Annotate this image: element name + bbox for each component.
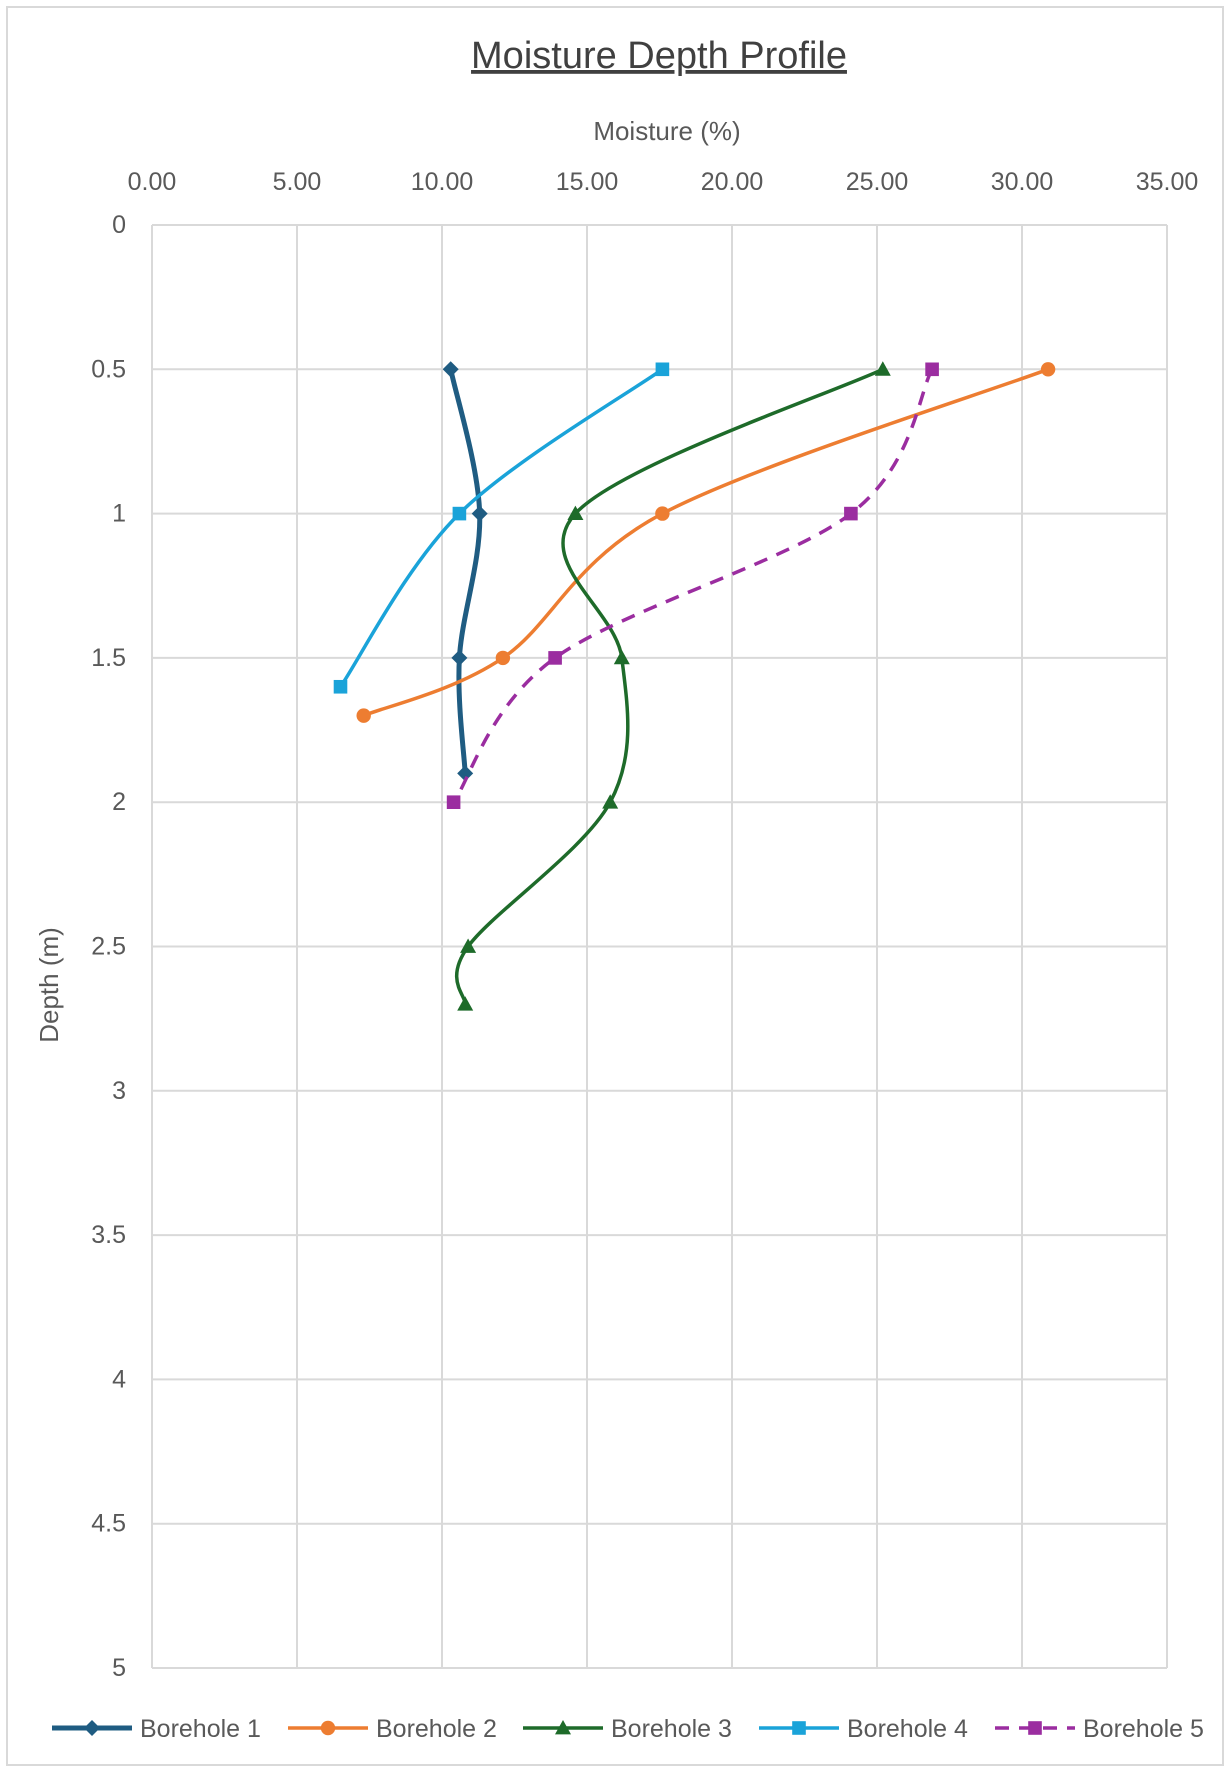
series-2 xyxy=(356,362,1056,723)
series-3 xyxy=(454,361,891,1011)
data-point xyxy=(655,506,670,521)
legend-label: Borehole 4 xyxy=(847,1715,968,1743)
x-tick-label: 25.00 xyxy=(846,168,909,196)
y-tick-label: 0 xyxy=(112,211,126,239)
x-tick-label: 35.00 xyxy=(1136,168,1199,196)
data-point xyxy=(451,649,468,666)
series-4 xyxy=(333,362,670,694)
chart-title: Moisture Depth Profile xyxy=(471,35,847,77)
series-line xyxy=(448,366,483,776)
y-tick-label: 2.5 xyxy=(91,933,126,961)
legend-item-1: Borehole 1 xyxy=(52,1715,261,1743)
x-axis-title: Moisture (%) xyxy=(593,116,740,146)
data-point xyxy=(613,649,630,665)
data-point xyxy=(457,765,474,782)
y-axis-title: Depth (m) xyxy=(34,927,64,1043)
data-point xyxy=(548,651,562,665)
legend-label: Borehole 2 xyxy=(376,1715,497,1743)
y-tick-label: 3 xyxy=(112,1077,126,1105)
y-tick-label: 0.5 xyxy=(91,355,126,383)
x-tick-label: 15.00 xyxy=(556,168,619,196)
data-point xyxy=(333,679,348,694)
y-tick-label: 2 xyxy=(112,788,126,816)
legend-label: Borehole 5 xyxy=(1083,1715,1204,1743)
x-tick-label: 0.00 xyxy=(128,168,177,196)
data-point xyxy=(567,505,584,520)
gridlines xyxy=(151,224,1168,1669)
x-tick-label: 20.00 xyxy=(701,168,764,196)
data-point xyxy=(442,361,459,378)
x-tick-label: 10.00 xyxy=(411,168,474,196)
legend-marker xyxy=(792,1721,806,1735)
legend-item-5: Borehole 5 xyxy=(995,1715,1204,1743)
legend-marker xyxy=(1028,1721,1042,1735)
y-tick-label: 4 xyxy=(112,1365,126,1393)
data-point xyxy=(446,795,461,809)
x-tick-label: 5.00 xyxy=(273,168,322,196)
x-axis-ticks: 0.00 5.00 10.00 15.00 20.00 25.00 30.00 35.00 xyxy=(128,168,1199,196)
data-point xyxy=(655,362,670,377)
y-tick-label: 5 xyxy=(112,1654,126,1682)
data-point xyxy=(452,506,467,521)
data-point xyxy=(844,506,858,521)
series-line xyxy=(452,368,934,804)
data-point xyxy=(356,708,371,723)
legend-marker xyxy=(320,1720,336,1736)
data-point xyxy=(471,505,488,522)
y-tick-label: 1.5 xyxy=(91,644,126,672)
series-5 xyxy=(446,362,939,809)
legend-marker xyxy=(555,1720,571,1735)
series-line xyxy=(361,367,1050,718)
data-point xyxy=(495,650,511,666)
data-point xyxy=(457,996,474,1011)
y-tick-label: 1 xyxy=(112,500,126,528)
series-layer xyxy=(333,361,1056,1011)
series-line xyxy=(454,367,885,1006)
data-point xyxy=(925,362,939,377)
data-point xyxy=(1040,362,1056,377)
legend-item-4: Borehole 4 xyxy=(759,1715,968,1743)
legend-label: Borehole 3 xyxy=(611,1715,732,1743)
legend-item-3: Borehole 3 xyxy=(523,1715,732,1743)
y-tick-label: 3.5 xyxy=(91,1221,126,1249)
data-point xyxy=(460,938,477,953)
y-tick-label: 4.5 xyxy=(91,1510,126,1538)
data-point xyxy=(874,361,891,376)
y-axis-ticks: 0 0.5 1 1.5 2 2.5 3 3.5 4 4.5 5 xyxy=(91,211,126,1682)
data-point xyxy=(602,794,619,809)
series-1 xyxy=(442,361,488,782)
legend: Borehole 1 Borehole 2 Borehole 3 Borehole 4… xyxy=(52,1715,1204,1743)
legend-label: Borehole 1 xyxy=(140,1715,261,1743)
x-tick-label: 30.00 xyxy=(991,168,1054,196)
legend-item-2: Borehole 2 xyxy=(288,1715,497,1743)
legend-marker xyxy=(84,1720,100,1736)
